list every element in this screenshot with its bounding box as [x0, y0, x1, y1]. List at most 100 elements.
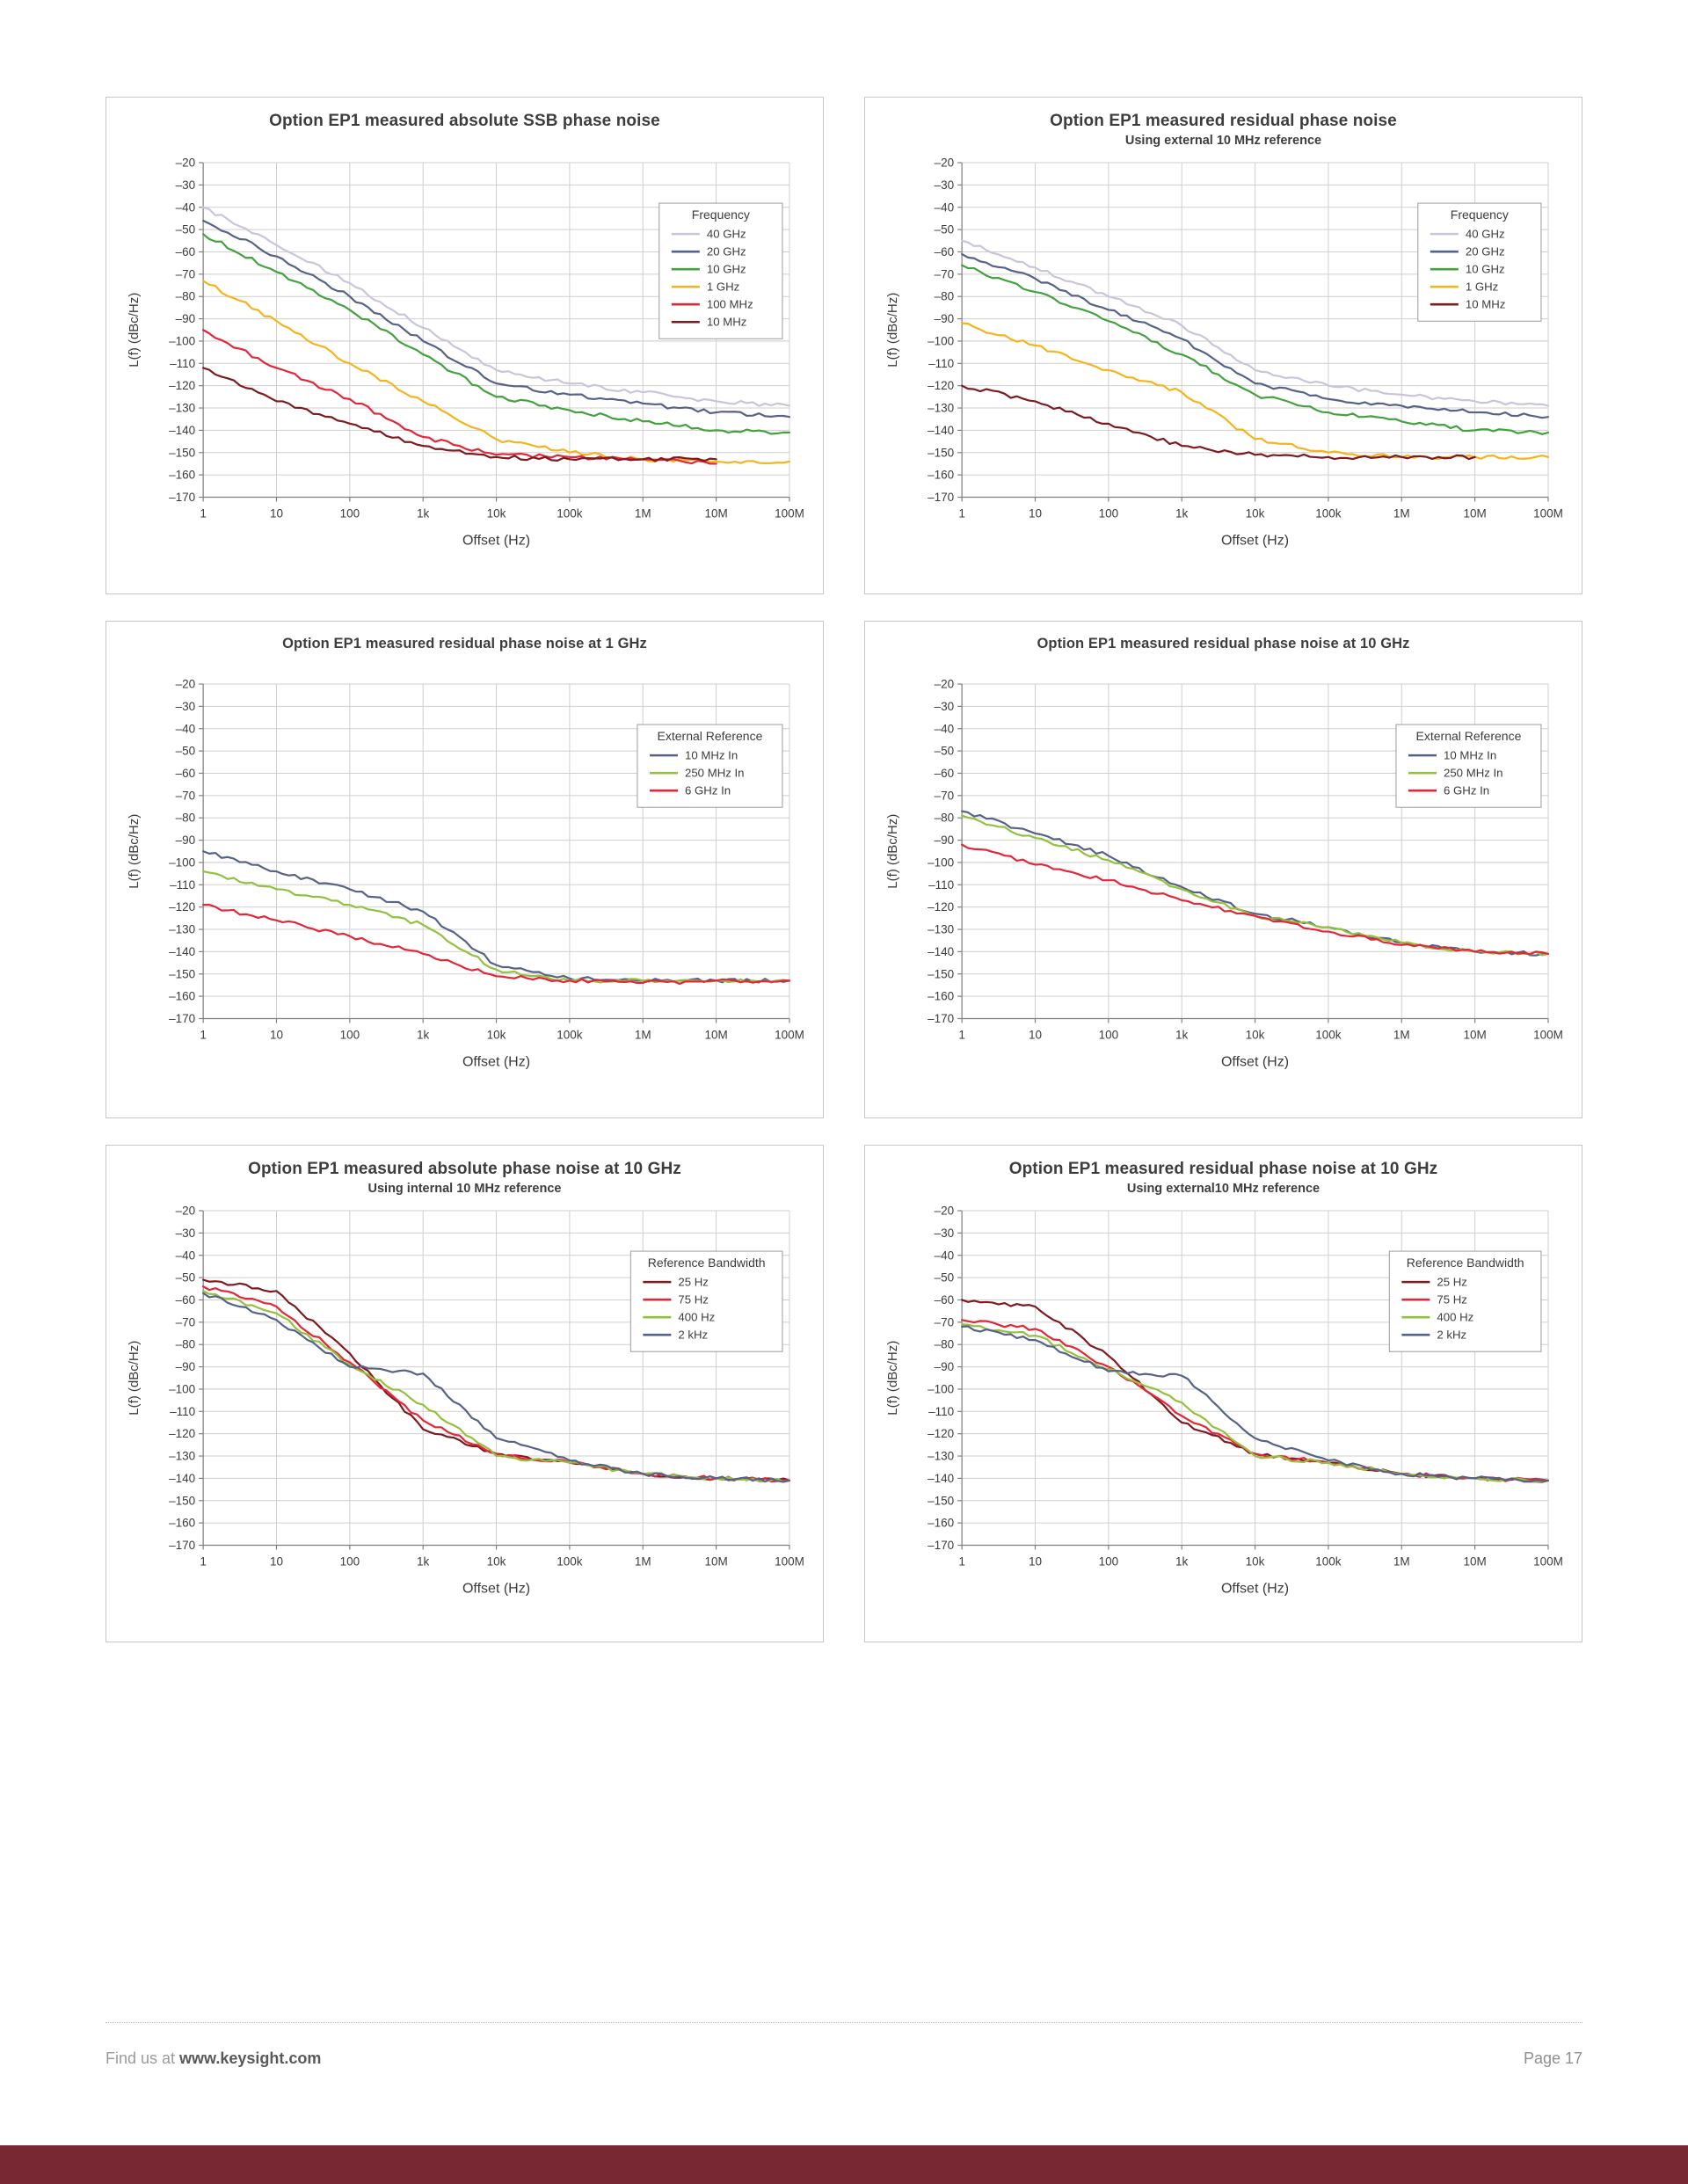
svg-text:–20: –20 [176, 1205, 196, 1218]
svg-text:1k: 1k [417, 507, 430, 521]
svg-text:–110: –110 [928, 357, 954, 370]
svg-text:–110: –110 [170, 878, 195, 892]
svg-text:–30: –30 [935, 700, 955, 713]
svg-text:–20: –20 [935, 157, 955, 170]
svg-text:100: 100 [1099, 1029, 1119, 1042]
svg-text:–120: –120 [169, 379, 195, 392]
brand-accent-bar [0, 2145, 1688, 2184]
axes: –20 –30 –40 –50 –60 –70 –80 –90 –100 –110 –120 –130… [127, 157, 804, 549]
chart-subtitle: Using external10 MHz reference [1126, 1182, 1321, 1196]
series-40-ghz [961, 239, 1550, 407]
svg-text:100M: 100M [1533, 1029, 1563, 1042]
svg-text:100: 100 [1099, 507, 1119, 521]
svg-text:–160: –160 [928, 1517, 954, 1530]
svg-text:75 Hz: 75 Hz [1437, 1293, 1467, 1307]
axes: –20 –30 –40 –50 –60 –70 –80 –90 –100 –110 –120 –130… [885, 678, 1563, 1070]
svg-text:–80: –80 [935, 1338, 955, 1351]
svg-text:1k: 1k [1175, 1555, 1189, 1569]
svg-text:–150: –150 [928, 1494, 954, 1507]
svg-text:–50: –50 [935, 745, 955, 758]
chart-title: Option EP1 measured residual phase noise… [282, 636, 647, 652]
svg-text:10: 10 [1029, 1029, 1042, 1042]
svg-text:–140: –140 [928, 424, 954, 437]
svg-text:–60: –60 [176, 1293, 196, 1307]
axes: –20 –30 –40 –50 –60 –70 –80 –90 –100 –110 –120 –130… [885, 157, 1563, 549]
svg-text:–110: –110 [928, 1405, 954, 1418]
svg-text:100M: 100M [775, 1029, 804, 1042]
svg-text:–80: –80 [176, 290, 196, 303]
svg-text:1M: 1M [635, 1029, 651, 1042]
svg-text:–120: –120 [928, 900, 954, 914]
series-10-mhz-in [202, 850, 791, 984]
svg-text:–150: –150 [169, 967, 195, 980]
chart-subtitle [117, 655, 812, 672]
svg-text:20 GHz: 20 GHz [707, 245, 746, 258]
svg-text:1: 1 [200, 1555, 207, 1569]
svg-text:10 MHz: 10 MHz [1466, 298, 1506, 311]
series-2-khz [961, 1325, 1550, 1483]
svg-text:10: 10 [1029, 507, 1042, 521]
svg-text:–100: –100 [169, 855, 195, 869]
chart-canvas: –20 –30 –40 –50 –60 –70 –80 –90 –100 –110 –120 –130… [885, 678, 1563, 1070]
chart-subtitle [117, 134, 812, 150]
svg-text:25 Hz: 25 Hz [678, 1276, 709, 1289]
svg-text:75 Hz: 75 Hz [678, 1293, 709, 1307]
svg-text:–30: –30 [935, 1227, 955, 1240]
svg-text:–60: –60 [176, 767, 196, 780]
svg-text:–30: –30 [176, 700, 196, 713]
svg-text:External Reference: External Reference [1416, 729, 1522, 743]
svg-text:1k: 1k [1175, 1029, 1189, 1042]
chart-subtitle [876, 655, 1571, 672]
series-6-ghz-in [961, 843, 1550, 956]
series-10-mhz [961, 384, 1476, 461]
svg-text:100k: 100k [557, 507, 583, 521]
footer-find-us: Find us at www.keysight.com [106, 2049, 321, 2068]
svg-text:10k: 10k [1246, 1029, 1265, 1042]
svg-text:L(f) (dBc/Hz): L(f) (dBc/Hz) [885, 1341, 900, 1416]
series-40-ghz [202, 206, 791, 407]
keysight-link[interactable]: www.keysight.com [179, 2049, 322, 2067]
svg-text:10 GHz: 10 GHz [707, 263, 746, 276]
svg-text:100M: 100M [775, 1555, 804, 1569]
svg-text:–110: –110 [170, 357, 195, 370]
svg-text:–170: –170 [169, 491, 195, 504]
svg-text:–50: –50 [935, 223, 955, 237]
svg-text:100k: 100k [1315, 1029, 1342, 1042]
series-10-mhz [202, 367, 717, 462]
svg-text:10 GHz: 10 GHz [1466, 263, 1505, 276]
svg-text:–40: –40 [176, 200, 196, 214]
svg-text:–160: –160 [169, 1517, 195, 1530]
svg-text:–170: –170 [169, 1012, 195, 1025]
svg-text:1k: 1k [1175, 507, 1189, 521]
svg-text:–110: –110 [170, 1405, 195, 1418]
svg-text:–90: –90 [935, 834, 955, 847]
svg-text:1k: 1k [417, 1029, 430, 1042]
svg-text:–80: –80 [176, 812, 196, 825]
svg-text:–160: –160 [169, 469, 195, 482]
svg-text:Offset (Hz): Offset (Hz) [462, 1054, 530, 1070]
svg-text:–140: –140 [928, 1472, 954, 1485]
chart-title: Option EP1 measured residual phase noise… [1037, 636, 1410, 652]
svg-text:–50: –50 [176, 1271, 196, 1285]
chart-title: Option EP1 measured residual phase noise [1050, 112, 1397, 130]
svg-text:100M: 100M [1533, 1555, 1563, 1569]
chart-panel-absolute-10ghz: Option EP1 measured absolute phase noise… [106, 1145, 824, 1642]
svg-text:1: 1 [200, 507, 207, 521]
svg-text:250 MHz In: 250 MHz In [685, 767, 745, 780]
svg-text:100k: 100k [1315, 1555, 1342, 1569]
axes: –20 –30 –40 –50 –60 –70 –80 –90 –100 –110 –120 –130… [885, 1205, 1563, 1597]
svg-text:10 MHz: 10 MHz [707, 316, 747, 329]
svg-text:10k: 10k [487, 1029, 506, 1042]
legend: Reference Bandwidth 25 Hz 75 Hz 400 Hz 2 kHz [629, 1250, 783, 1352]
svg-text:10M: 10M [704, 1029, 727, 1042]
svg-text:–40: –40 [176, 722, 196, 735]
svg-text:–80: –80 [935, 812, 955, 825]
chart-title: Option EP1 measured absolute SSB phase n… [269, 112, 660, 130]
series-20-ghz [961, 252, 1550, 419]
svg-text:–50: –50 [935, 1271, 955, 1285]
svg-text:10k: 10k [1246, 1555, 1265, 1569]
svg-text:L(f) (dBc/Hz): L(f) (dBc/Hz) [885, 814, 900, 889]
legend: External Reference 10 MHz In 250 MHz In 6 G… [637, 724, 783, 808]
series-250-mhz-in [202, 870, 791, 984]
svg-text:–80: –80 [176, 1338, 196, 1351]
